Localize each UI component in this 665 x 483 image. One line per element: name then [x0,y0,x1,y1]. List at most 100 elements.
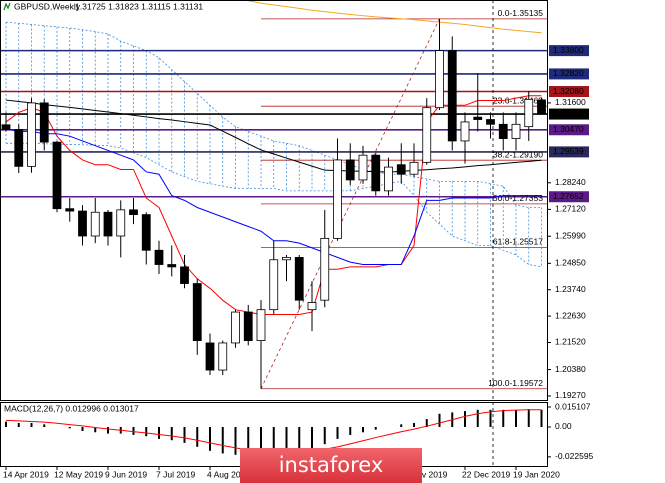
candle-body [409,161,419,175]
candle-body [294,256,304,301]
candle-body [358,154,368,181]
fib-label: 100.0-1.19572 [488,378,543,388]
y-tick-label: -0.022595 [555,451,594,461]
x-tick-label: Nov 2019 [411,469,448,479]
y-tick-label: 1.23740 [555,284,586,294]
level-tag [549,146,589,158]
y-tick-label: 1.31600 [555,97,586,107]
candle-body [205,342,215,371]
x-axis: 14 Apr 2019 12 May 2019 9 Jun 2019 7 Jul 20… [3,466,560,479]
candle-body [39,102,49,143]
candle-body [435,50,444,109]
level-label: 1.32820 [553,68,584,78]
fib-label: 61.8-1.25517 [493,237,543,247]
candle-body [473,116,483,120]
fib-trend [260,18,440,389]
candle-body [460,121,470,142]
watermark: instaforex [279,453,384,477]
candle-body [27,102,36,167]
x-tick-label: 9 Jun 2019 [105,469,147,479]
price-panel: 0.0-1.35135 23.6-1.31462 38.2-1.29190 50.0-… [0,0,547,390]
fib-label: 38.2-1.29190 [493,149,543,159]
candle-body [282,256,291,261]
candle-body [52,141,62,210]
macd-title: MACD(12,26,7) 0.012996 0.013017 [4,403,139,413]
fib-label: 0.0-1.35135 [498,8,544,18]
candle-body [537,99,546,115]
candle-body [524,98,534,128]
candle-body [307,302,317,311]
y-tick-label: 1.24850 [555,258,586,268]
x-tick-label: 12 May 2019 [54,469,103,479]
candle-body [141,214,151,251]
candle-body [422,107,432,163]
x-tick-label: 19 Jan 2020 [513,469,560,479]
header-bg [1,1,151,13]
fib-label: 23.6-1.31462 [493,95,543,105]
candle-body [90,211,100,237]
candle-body [14,129,24,167]
level-tag [549,108,589,120]
ohlc-text: 1.31725 1.31823 1.31115 1.31131 [75,1,203,11]
candle-body [1,124,11,130]
x-tick-label: 7 Jul 2019 [156,469,195,479]
level-tag [549,191,589,203]
candle-body [447,50,457,142]
y-tick-label: 1.22630 [555,310,586,320]
candle-body [180,266,189,284]
candle-body [333,159,342,239]
candle-body [116,209,126,237]
level-label: 1.29539 [553,146,584,156]
x-tick-label: 22 Dec 2019 [462,469,510,479]
candle-body [396,164,406,175]
candle-body [103,211,113,237]
candle-body [192,283,202,341]
candle-body [65,208,75,212]
candle-body [129,209,138,216]
candle-body [498,123,508,139]
candle-body [511,123,521,139]
candle-body [154,249,164,265]
y-tick-label: 1.20380 [555,364,586,374]
y-tick-label: 1.28240 [555,177,586,187]
level-label: 1.27652 [553,191,584,201]
candle-body [167,264,177,268]
level-label: 1.31131 [553,108,583,118]
candle-body [486,119,495,125]
indicator-line [5,99,542,173]
x-tick-label: 4 Aug 2019 [207,469,250,479]
candle-body [320,237,330,301]
level-tag [549,68,589,80]
axes: 1.31600 1.28240 1.27120 1.25990 1.24850 1.237… [547,45,594,461]
candle-body [384,166,393,192]
y-tick-label: 1.27120 [555,204,586,214]
symbol-title: GBPUSD,Weekly [14,1,81,11]
indicator-line [248,0,542,34]
fib-label: 50.0-1.27353 [493,193,543,203]
candle-body [256,309,266,341]
x-tick-label: 14 Apr 2019 [3,469,49,479]
y-tick-label: 0.00 [555,421,572,431]
level-label: 1.32080 [553,86,584,96]
candle-body [371,154,381,192]
level-tag [549,124,589,136]
header-icon [3,2,11,11]
candle-body [78,210,87,237]
cloud-upper [5,21,542,208]
y-tick-label: 1.25990 [555,230,586,240]
y-tick-label: 1.21520 [555,337,586,347]
candle-body [345,159,355,181]
price-frame [0,0,548,401]
candle-body [269,259,279,311]
y-tick-label: 1.19270 [555,390,586,400]
candle-body [231,311,240,344]
watermark-banner [240,448,422,483]
level-label: 1.33800 [553,45,584,55]
candle-body [218,342,228,371]
candle-body [243,311,253,341]
level-tag [549,86,589,98]
y-tick-label: 0.015107 [555,401,591,411]
level-label: 1.30470 [553,124,584,134]
level-tag [549,45,589,57]
